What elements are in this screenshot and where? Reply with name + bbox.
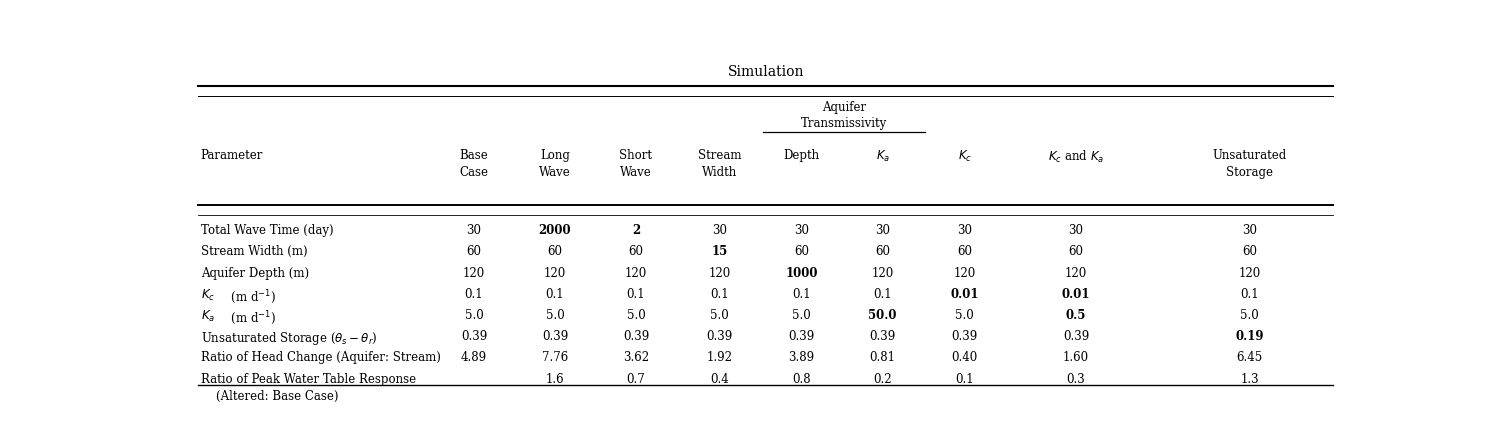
Text: 5.0: 5.0 [1240, 309, 1259, 322]
Text: 5.0: 5.0 [465, 309, 483, 322]
Text: 7.76: 7.76 [542, 351, 568, 365]
Text: Simulation: Simulation [728, 65, 804, 79]
Text: 60: 60 [1068, 246, 1083, 258]
Text: Long
Wave: Long Wave [539, 149, 571, 179]
Text: 0.39: 0.39 [542, 330, 568, 343]
Text: 0.1: 0.1 [710, 288, 729, 301]
Text: 60: 60 [958, 246, 973, 258]
Text: Base
Case: Base Case [459, 149, 489, 179]
Text: 60: 60 [466, 246, 481, 258]
Text: 0.39: 0.39 [952, 330, 979, 343]
Text: 6.45: 6.45 [1237, 351, 1262, 365]
Text: 60: 60 [795, 246, 810, 258]
Text: 0.1: 0.1 [874, 288, 892, 301]
Text: 0.4: 0.4 [710, 373, 729, 385]
Text: 120: 120 [871, 266, 893, 280]
Text: 5.0: 5.0 [956, 309, 974, 322]
Text: Stream
Width: Stream Width [698, 149, 741, 179]
Text: 2: 2 [632, 224, 639, 237]
Text: Stream Width (m): Stream Width (m) [200, 246, 308, 258]
Text: 0.81: 0.81 [870, 351, 895, 365]
Text: 30: 30 [466, 224, 481, 237]
Text: 1.3: 1.3 [1240, 373, 1259, 385]
Text: 0.7: 0.7 [626, 373, 645, 385]
Text: 1.60: 1.60 [1062, 351, 1089, 365]
Text: 0.1: 0.1 [792, 288, 811, 301]
Text: Ratio of Head Change (Aquifer: Stream): Ratio of Head Change (Aquifer: Stream) [200, 351, 441, 365]
Text: 60: 60 [547, 246, 562, 258]
Text: 30: 30 [1068, 224, 1083, 237]
Text: 0.01: 0.01 [1062, 288, 1091, 301]
Text: 0.39: 0.39 [460, 330, 487, 343]
Text: 0.8: 0.8 [792, 373, 811, 385]
Text: $K_a$: $K_a$ [200, 309, 215, 324]
Text: 30: 30 [1242, 224, 1256, 237]
Text: 3.89: 3.89 [789, 351, 814, 365]
Text: 0.40: 0.40 [952, 351, 979, 365]
Text: Ratio of Peak Water Table Response
    (Altered: Base Case): Ratio of Peak Water Table Response (Alte… [200, 373, 415, 403]
Text: 1.92: 1.92 [707, 351, 732, 365]
Text: 0.3: 0.3 [1067, 373, 1085, 385]
Text: 0.1: 0.1 [545, 288, 565, 301]
Text: (m d$^{-1}$): (m d$^{-1}$) [227, 288, 276, 305]
Text: 0.1: 0.1 [956, 373, 974, 385]
Text: 0.5: 0.5 [1065, 309, 1086, 322]
Text: 0.2: 0.2 [874, 373, 892, 385]
Text: 50.0: 50.0 [868, 309, 896, 322]
Text: 0.39: 0.39 [789, 330, 814, 343]
Text: 30: 30 [875, 224, 890, 237]
Text: Unsaturated Storage ($\theta_s - \theta_r$): Unsaturated Storage ($\theta_s - \theta_… [200, 330, 376, 347]
Text: 5.0: 5.0 [792, 309, 811, 322]
Text: 30: 30 [958, 224, 973, 237]
Text: 30: 30 [795, 224, 810, 237]
Text: Total Wave Time (day): Total Wave Time (day) [200, 224, 333, 237]
Text: 0.39: 0.39 [870, 330, 896, 343]
Text: 60: 60 [875, 246, 890, 258]
Text: 0.1: 0.1 [626, 288, 645, 301]
Text: $K_c$: $K_c$ [200, 288, 215, 303]
Text: 4.89: 4.89 [460, 351, 487, 365]
Text: 120: 120 [544, 266, 566, 280]
Text: 60: 60 [1242, 246, 1256, 258]
Text: 0.39: 0.39 [623, 330, 648, 343]
Text: 0.39: 0.39 [707, 330, 732, 343]
Text: 0.39: 0.39 [1062, 330, 1089, 343]
Text: 5.0: 5.0 [710, 309, 729, 322]
Text: 0.1: 0.1 [1240, 288, 1259, 301]
Text: 120: 120 [953, 266, 976, 280]
Text: 60: 60 [629, 246, 644, 258]
Text: 3.62: 3.62 [623, 351, 648, 365]
Text: 30: 30 [711, 224, 728, 237]
Text: Unsaturated
Storage: Unsaturated Storage [1213, 149, 1286, 179]
Text: 120: 120 [1065, 266, 1088, 280]
Text: $K_c$ and $K_a$: $K_c$ and $K_a$ [1047, 149, 1104, 165]
Text: 1.6: 1.6 [545, 373, 565, 385]
Text: 120: 120 [1239, 266, 1261, 280]
Text: 120: 120 [463, 266, 486, 280]
Text: Transmissivity: Transmissivity [801, 116, 887, 130]
Text: Aquifer Depth (m): Aquifer Depth (m) [200, 266, 309, 280]
Text: Parameter: Parameter [200, 149, 263, 162]
Text: 15: 15 [711, 246, 728, 258]
Text: Short
Wave: Short Wave [620, 149, 653, 179]
Text: 0.19: 0.19 [1236, 330, 1264, 343]
Text: $K_c$: $K_c$ [958, 149, 973, 164]
Text: 2000: 2000 [539, 224, 571, 237]
Text: 120: 120 [708, 266, 731, 280]
Text: 5.0: 5.0 [545, 309, 565, 322]
Text: 5.0: 5.0 [626, 309, 645, 322]
Text: 0.1: 0.1 [465, 288, 483, 301]
Text: 120: 120 [624, 266, 647, 280]
Text: 0.01: 0.01 [950, 288, 979, 301]
Text: (m d$^{-1}$): (m d$^{-1}$) [227, 309, 276, 327]
Text: Depth: Depth [783, 149, 820, 162]
Text: $K_a$: $K_a$ [875, 149, 890, 164]
Text: 1000: 1000 [786, 266, 817, 280]
Text: Aquifer: Aquifer [822, 101, 867, 114]
